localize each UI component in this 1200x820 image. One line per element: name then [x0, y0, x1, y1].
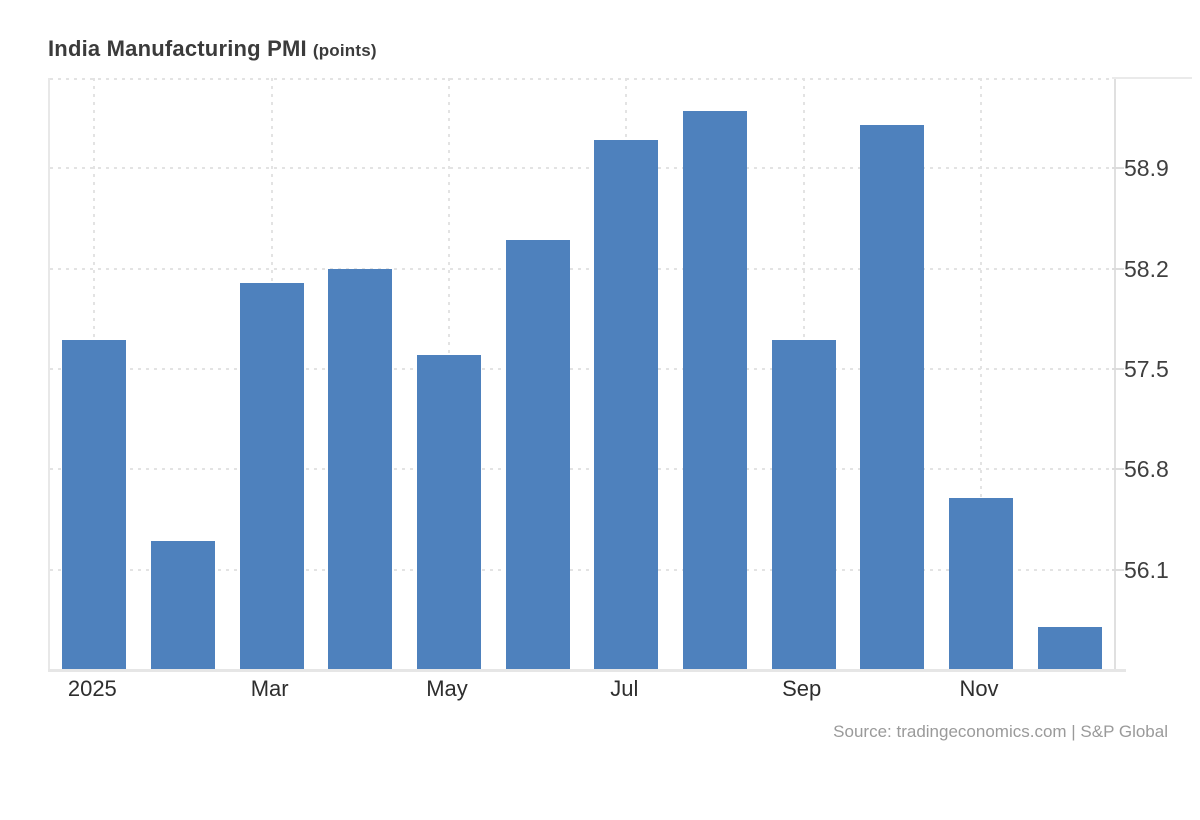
x-tick-label-May: May	[426, 676, 468, 701]
bar-may-2025[interactable]	[417, 354, 481, 670]
y-tick-label-56.8: 56.8	[1124, 456, 1169, 483]
gridline-y-58.9	[50, 167, 1114, 170]
bar-jan-2025[interactable]	[62, 340, 127, 670]
bar-apr-2025[interactable]	[328, 268, 393, 670]
top-axis-overhang	[1112, 77, 1192, 79]
chart-title: India Manufacturing PMI (points)	[48, 36, 377, 62]
x-tick-label-Nov: Nov	[959, 676, 999, 701]
bar-feb-2025[interactable]	[151, 541, 215, 670]
bar-nov-2025[interactable]	[949, 498, 1013, 670]
gridline-y-58.2	[50, 267, 1114, 270]
x-tick-label-Sep: Sep	[782, 676, 822, 701]
x-tick-label-Mar: Mar	[250, 676, 289, 701]
gridline-y-56.1	[50, 568, 1114, 571]
gridline-y-57.5	[50, 367, 1114, 370]
bar-sep-2025[interactable]	[771, 340, 836, 670]
bar-oct-2025[interactable]	[860, 125, 925, 670]
plot-area	[48, 78, 1116, 670]
bar-jun-2025[interactable]	[505, 239, 570, 670]
bar-mar-2025[interactable]	[239, 282, 304, 670]
source-attribution: Source: tradingeconomics.com | S&P Globa…	[833, 722, 1168, 741]
chart-title-text: India Manufacturing PMI	[48, 36, 307, 61]
gridline-x-Nov	[980, 78, 982, 670]
x-tick-label-2025: 2025	[67, 676, 117, 701]
bar-jul-2025[interactable]	[594, 139, 659, 670]
plot-top-border	[50, 78, 1114, 80]
y-tick-mark	[1112, 468, 1124, 471]
gridline-y-56.8	[50, 468, 1114, 471]
bar-aug-2025[interactable]	[683, 110, 747, 670]
y-tick-label-58.2: 58.2	[1124, 255, 1169, 282]
bar-dec-2025[interactable]	[1037, 627, 1102, 670]
x-tick-label-Jul: Jul	[610, 676, 639, 701]
y-tick-mark	[1112, 568, 1124, 571]
y-tick-label-56.1: 56.1	[1124, 556, 1169, 583]
y-tick-label-58.9: 58.9	[1124, 155, 1169, 182]
y-tick-label-57.5: 57.5	[1124, 355, 1169, 382]
y-tick-mark	[1112, 267, 1124, 270]
x-axis-line	[48, 669, 1126, 672]
chart-unit-label: (points)	[312, 41, 377, 60]
y-tick-mark	[1112, 367, 1124, 370]
y-tick-mark	[1112, 167, 1124, 170]
